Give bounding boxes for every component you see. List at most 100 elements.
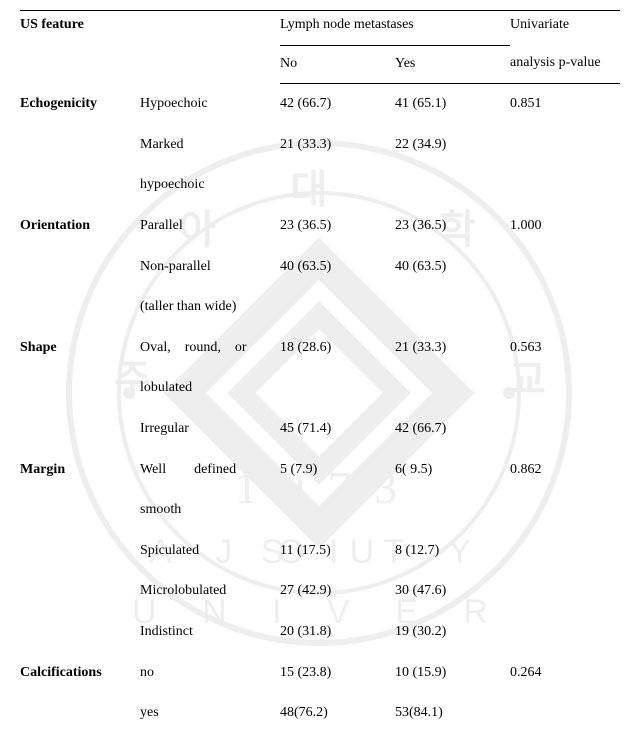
pvalue-cell — [510, 571, 620, 612]
pvalue-cell — [510, 165, 620, 206]
feature-cell — [20, 693, 140, 734]
col-header-p1: Univariate — [510, 17, 569, 32]
yes-cell: 40 (63.5) — [395, 247, 510, 288]
subcategory-cell: Parallel — [140, 206, 280, 247]
yes-cell — [395, 165, 510, 206]
table-row: Marked21 (33.3)22 (34.9) — [20, 125, 620, 166]
col-header-yes: Yes — [395, 56, 415, 71]
table-row: EchogenicityHypoechoic42 (66.7)41 (65.1)… — [20, 84, 620, 125]
no-cell — [280, 490, 395, 531]
pvalue-cell — [510, 287, 620, 328]
subcategory-cell: lobulated — [140, 368, 280, 409]
no-cell — [280, 287, 395, 328]
subcategory-cell: Irregular — [140, 409, 280, 450]
table-row: Spiculated11 (17.5)8 (12.7) — [20, 531, 620, 572]
subcategory-cell: Indistinct — [140, 612, 280, 653]
subcategory-cell: Non-parallel — [140, 247, 280, 288]
subcategory-cell: Oval, round, or — [140, 328, 280, 369]
table-row: smooth — [20, 490, 620, 531]
table-row: Irregular45 (71.4)42 (66.7) — [20, 409, 620, 450]
no-cell — [280, 368, 395, 409]
no-cell: 21 (33.3) — [280, 125, 395, 166]
pvalue-cell — [510, 125, 620, 166]
table-row: (taller than wide) — [20, 287, 620, 328]
table-row: Calcificationsno15 (23.8)10 (15.9)0.264 — [20, 653, 620, 694]
yes-cell: 21 (33.3) — [395, 328, 510, 369]
no-cell: 18 (28.6) — [280, 328, 395, 369]
yes-cell: 41 (65.1) — [395, 84, 510, 125]
us-features-table: US feature Lymph node metastases Univari… — [20, 10, 620, 734]
pvalue-cell — [510, 490, 620, 531]
yes-cell: 53(84.1) — [395, 693, 510, 734]
subcategory-cell: Hypoechoic — [140, 84, 280, 125]
no-cell: 11 (17.5) — [280, 531, 395, 572]
pvalue-cell: 0.851 — [510, 84, 620, 125]
table-row: OrientationParallel23 (36.5)23 (36.5)1.0… — [20, 206, 620, 247]
table-row: MarginWell defined5 (7.9)6( 9.5)0.862 — [20, 450, 620, 491]
no-cell: 40 (63.5) — [280, 247, 395, 288]
feature-cell — [20, 409, 140, 450]
subcategory-cell: yes — [140, 693, 280, 734]
yes-cell: 10 (15.9) — [395, 653, 510, 694]
feature-cell — [20, 490, 140, 531]
table-row: ShapeOval, round, or18 (28.6)21 (33.3)0.… — [20, 328, 620, 369]
yes-cell: 22 (34.9) — [395, 125, 510, 166]
subcategory-cell: Well defined — [140, 450, 280, 491]
col-header-group: Lymph node metastases — [280, 17, 414, 32]
yes-cell — [395, 368, 510, 409]
no-cell: 27 (42.9) — [280, 571, 395, 612]
no-cell: 20 (31.8) — [280, 612, 395, 653]
yes-cell — [395, 490, 510, 531]
feature-cell — [20, 247, 140, 288]
feature-cell — [20, 612, 140, 653]
no-cell: 15 (23.8) — [280, 653, 395, 694]
pvalue-cell — [510, 612, 620, 653]
subcategory-cell: hypoechoic — [140, 165, 280, 206]
col-header-feature: US feature — [20, 17, 84, 32]
yes-cell: 23 (36.5) — [395, 206, 510, 247]
feature-cell — [20, 531, 140, 572]
yes-cell: 30 (47.6) — [395, 571, 510, 612]
feature-cell — [20, 165, 140, 206]
pvalue-cell: 0.862 — [510, 450, 620, 491]
feature-cell: Margin — [20, 450, 140, 491]
feature-cell — [20, 368, 140, 409]
subcategory-cell: no — [140, 653, 280, 694]
table-row: hypoechoic — [20, 165, 620, 206]
table-row: Microlobulated27 (42.9)30 (47.6) — [20, 571, 620, 612]
pvalue-cell — [510, 247, 620, 288]
yes-cell: 42 (66.7) — [395, 409, 510, 450]
feature-cell — [20, 287, 140, 328]
table-row: lobulated — [20, 368, 620, 409]
yes-cell: 19 (30.2) — [395, 612, 510, 653]
pvalue-cell — [510, 693, 620, 734]
yes-cell: 8 (12.7) — [395, 531, 510, 572]
feature-cell: Calcifications — [20, 653, 140, 694]
pvalue-cell: 0.563 — [510, 328, 620, 369]
subcategory-cell: (taller than wide) — [140, 287, 280, 328]
feature-cell — [20, 571, 140, 612]
table-row: Indistinct20 (31.8)19 (30.2) — [20, 612, 620, 653]
subcategory-cell: Microlobulated — [140, 571, 280, 612]
yes-cell — [395, 287, 510, 328]
feature-cell — [20, 125, 140, 166]
subcategory-cell: Marked — [140, 125, 280, 166]
feature-cell: Shape — [20, 328, 140, 369]
feature-cell: Orientation — [20, 206, 140, 247]
pvalue-cell — [510, 531, 620, 572]
col-header-no: No — [280, 56, 297, 71]
no-cell: 48(76.2) — [280, 693, 395, 734]
no-cell — [280, 165, 395, 206]
table-row: Non-parallel40 (63.5)40 (63.5) — [20, 247, 620, 288]
subcategory-cell: Spiculated — [140, 531, 280, 572]
pvalue-cell: 0.264 — [510, 653, 620, 694]
pvalue-cell — [510, 368, 620, 409]
pvalue-cell — [510, 409, 620, 450]
col-header-p2: analysis p-value — [510, 55, 601, 70]
yes-cell: 6( 9.5) — [395, 450, 510, 491]
subcategory-cell: smooth — [140, 490, 280, 531]
no-cell: 5 (7.9) — [280, 450, 395, 491]
table-row: yes48(76.2)53(84.1) — [20, 693, 620, 734]
no-cell: 42 (66.7) — [280, 84, 395, 125]
table-container: US feature Lymph node metastases Univari… — [0, 0, 637, 734]
